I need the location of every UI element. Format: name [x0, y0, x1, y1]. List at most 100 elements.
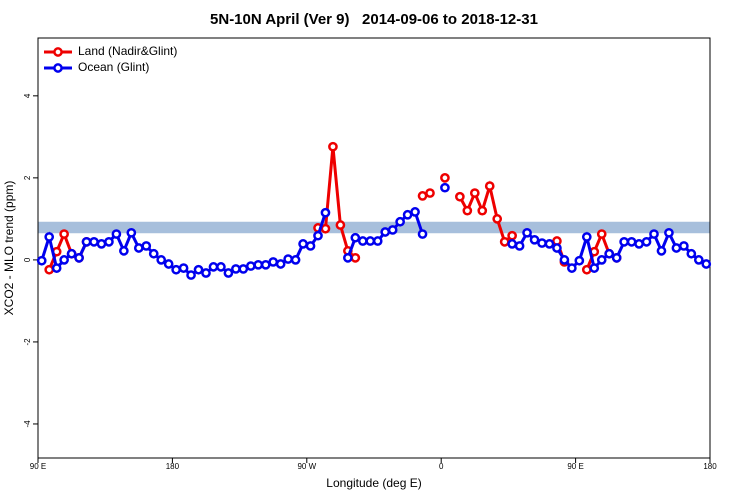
data-point — [320, 207, 331, 218]
data-point — [268, 257, 279, 267]
data-point — [469, 188, 480, 198]
data-point — [581, 232, 592, 242]
data-point — [44, 232, 55, 242]
data-point — [559, 255, 570, 265]
data-point — [245, 261, 256, 271]
data-point — [380, 227, 391, 237]
data-point — [440, 182, 450, 193]
legend-label: Land (Nadir&Glint) — [78, 44, 177, 58]
data-point — [238, 264, 249, 274]
data-point — [253, 259, 264, 270]
data-point — [328, 141, 338, 152]
data-point — [133, 243, 144, 253]
data-point — [66, 248, 77, 259]
data-point — [231, 264, 241, 274]
data-point — [156, 255, 167, 265]
x-tick-label: 180 — [166, 462, 180, 471]
data-point — [417, 229, 428, 239]
data-point — [260, 259, 271, 270]
data-point — [335, 220, 346, 230]
data-point — [305, 241, 316, 251]
data-point — [574, 255, 585, 266]
data-point — [148, 248, 159, 259]
data-point — [619, 236, 629, 247]
x-tick-label: 90 E — [30, 462, 46, 471]
data-point — [313, 230, 323, 241]
data-point — [492, 214, 503, 224]
data-point — [89, 236, 99, 247]
data-point — [679, 241, 689, 251]
data-point — [701, 259, 712, 269]
data-point — [111, 229, 122, 239]
data-point — [581, 264, 592, 275]
data-point — [641, 236, 652, 247]
data-point — [119, 246, 129, 256]
data-point — [372, 236, 383, 246]
data-point — [514, 241, 525, 251]
data-point — [589, 263, 600, 273]
data-point — [596, 255, 607, 265]
data-point — [634, 239, 644, 249]
x-tick-label: 180 — [703, 462, 717, 471]
data-point — [350, 232, 361, 243]
data-point — [350, 252, 361, 263]
data-point — [208, 262, 219, 272]
x-axis-label: Longitude (deg E) — [326, 476, 421, 490]
data-point — [387, 225, 398, 235]
y-tick-label: -4 — [23, 420, 32, 428]
data-point — [201, 268, 211, 278]
data-point — [163, 259, 174, 269]
data-point — [425, 188, 435, 198]
x-tick-label: 90 E — [567, 462, 583, 471]
data-point — [96, 239, 107, 249]
data-point — [440, 173, 450, 183]
data-point — [36, 255, 47, 266]
data-point — [477, 205, 488, 216]
data-point — [649, 229, 659, 239]
data-point — [544, 239, 555, 249]
data-point — [417, 191, 428, 201]
data-point — [626, 236, 637, 247]
x-tick-label: 90 W — [297, 462, 316, 471]
data-point — [664, 227, 674, 238]
data-point — [499, 236, 510, 247]
reference-band — [38, 221, 710, 234]
data-point — [216, 262, 226, 272]
data-point — [484, 181, 495, 191]
legend-label: Ocean (Glint) — [78, 60, 149, 74]
data-point — [507, 239, 517, 249]
data-point — [529, 234, 540, 245]
data-point — [298, 239, 308, 249]
y-tick-label: -2 — [23, 338, 32, 346]
data-point — [290, 255, 301, 265]
data-point — [656, 246, 667, 256]
data-point — [141, 241, 152, 251]
data-point — [455, 191, 465, 202]
data-point — [178, 263, 189, 273]
data-point — [537, 238, 547, 248]
y-axis-label: XCO2 - MLO trend (ppm) — [2, 181, 16, 316]
data-point — [74, 252, 84, 263]
data-point — [283, 254, 293, 264]
series-line — [317, 146, 357, 259]
data-point — [604, 248, 615, 259]
data-point — [44, 264, 55, 275]
data-point — [59, 229, 69, 239]
data-point — [686, 248, 697, 259]
data-point — [567, 263, 577, 273]
data-point — [402, 209, 413, 220]
legend-marker — [53, 47, 63, 57]
data-point — [365, 236, 376, 246]
data-point — [462, 205, 473, 216]
data-point — [693, 255, 704, 265]
data-point — [611, 252, 622, 263]
data-point — [596, 229, 607, 239]
data-point — [186, 270, 196, 280]
plot-frame — [37, 37, 711, 459]
y-tick-label: 0 — [23, 257, 32, 262]
data-point — [552, 243, 562, 253]
data-point — [126, 227, 137, 238]
data-point — [81, 236, 92, 247]
data-point — [51, 263, 62, 273]
